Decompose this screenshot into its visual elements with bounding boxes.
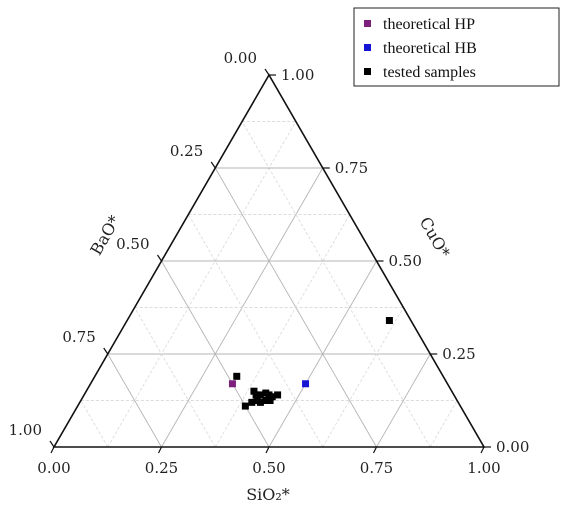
legend-marker bbox=[364, 44, 371, 51]
grid-line bbox=[214, 214, 351, 448]
bottom-tick bbox=[50, 446, 55, 454]
tick-marks bbox=[49, 68, 491, 454]
grid-line bbox=[241, 121, 431, 448]
theoretical-HB-point bbox=[302, 380, 310, 388]
grid-line bbox=[107, 353, 162, 448]
left-tick bbox=[49, 440, 55, 448]
tested-samples-point bbox=[268, 393, 276, 401]
bottom-tick-label: 0.00 bbox=[37, 459, 70, 477]
bottom-tick-label: 0.25 bbox=[145, 459, 178, 477]
tested-samples-point bbox=[233, 372, 241, 380]
left-tick bbox=[157, 254, 162, 262]
tested-samples-point bbox=[274, 391, 282, 399]
grid-line bbox=[429, 400, 458, 448]
left-tick bbox=[103, 347, 109, 355]
bottom-tick-label: 1.00 bbox=[467, 459, 500, 477]
grid-line bbox=[134, 307, 216, 448]
grid-line bbox=[376, 353, 431, 448]
right-tick-label: 0.75 bbox=[335, 159, 368, 177]
bottom-tick-label: 0.75 bbox=[360, 459, 393, 477]
legend-label: theoretical HB bbox=[383, 40, 477, 57]
left-tick-label: 1.00 bbox=[9, 421, 42, 439]
bottom-tick bbox=[265, 446, 270, 454]
grid-line bbox=[322, 307, 404, 448]
bottom-tick bbox=[372, 446, 378, 454]
grid-line bbox=[268, 260, 377, 448]
bottom-tick bbox=[157, 446, 163, 454]
grid-lines bbox=[80, 121, 458, 448]
bottom-tick bbox=[480, 446, 485, 454]
tested-samples-point bbox=[248, 398, 256, 406]
grid-line bbox=[187, 214, 324, 448]
left-tick bbox=[210, 161, 216, 169]
legend-label: theoretical HP bbox=[383, 16, 475, 33]
tested-samples-point bbox=[241, 402, 249, 410]
grid-line bbox=[107, 121, 297, 448]
right-tick-label: 0.25 bbox=[442, 345, 475, 363]
right-tick-label: 1.00 bbox=[281, 66, 314, 84]
legend-label: tested samples bbox=[383, 64, 476, 81]
legend-marker bbox=[364, 20, 371, 27]
grid-line bbox=[80, 400, 109, 448]
bottom-tick-label: 0.50 bbox=[252, 459, 285, 477]
tested-samples-point bbox=[250, 387, 258, 395]
legend: theoretical HP theoretical HB tested sampl… bbox=[353, 7, 560, 87]
tested-samples-point bbox=[385, 317, 393, 325]
legend-box bbox=[353, 7, 560, 87]
left-tick bbox=[264, 68, 270, 76]
left-tick-label: 0.50 bbox=[116, 235, 149, 253]
tested-samples-point bbox=[262, 397, 270, 404]
data-points bbox=[228, 317, 393, 410]
tested-samples-point bbox=[252, 391, 260, 399]
left-tick-label: 0.00 bbox=[224, 49, 257, 67]
tested-samples-point bbox=[266, 397, 274, 404]
tick-labels: 0.00 0.00 0.00 0.25 0.25 0.25 0.50 0.50 0.50 0.75… bbox=[9, 49, 530, 477]
tested-samples-point bbox=[256, 391, 264, 399]
left-tick-label: 0.25 bbox=[170, 142, 203, 160]
right-tick-label: 0.00 bbox=[496, 438, 529, 456]
tested-samples-point bbox=[253, 397, 261, 404]
bottom-axis-title: SiO₂* bbox=[246, 485, 290, 504]
theoretical-HP-point bbox=[228, 380, 236, 388]
left-tick-label: 0.75 bbox=[62, 328, 95, 346]
grid-line bbox=[161, 260, 270, 448]
legend-marker bbox=[364, 68, 371, 75]
right-tick-label: 0.50 bbox=[389, 252, 422, 270]
